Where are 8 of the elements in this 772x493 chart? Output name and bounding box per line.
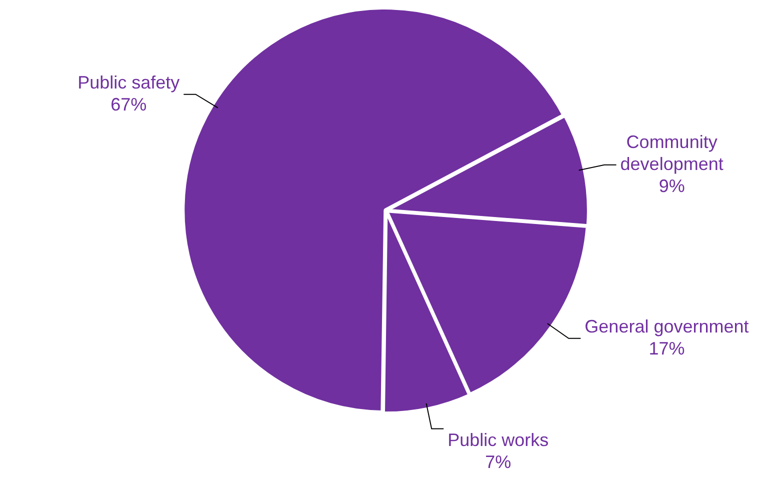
data-label: 7% <box>485 452 512 472</box>
data-label: 67% <box>110 94 147 114</box>
data-label: 9% <box>658 176 685 196</box>
slice-label: Public works <box>448 430 549 450</box>
data-label: 17% <box>648 338 685 358</box>
slice-label: Public safety <box>78 72 180 92</box>
slice-label: General government <box>584 316 749 336</box>
slice-label: Community development <box>620 132 724 174</box>
